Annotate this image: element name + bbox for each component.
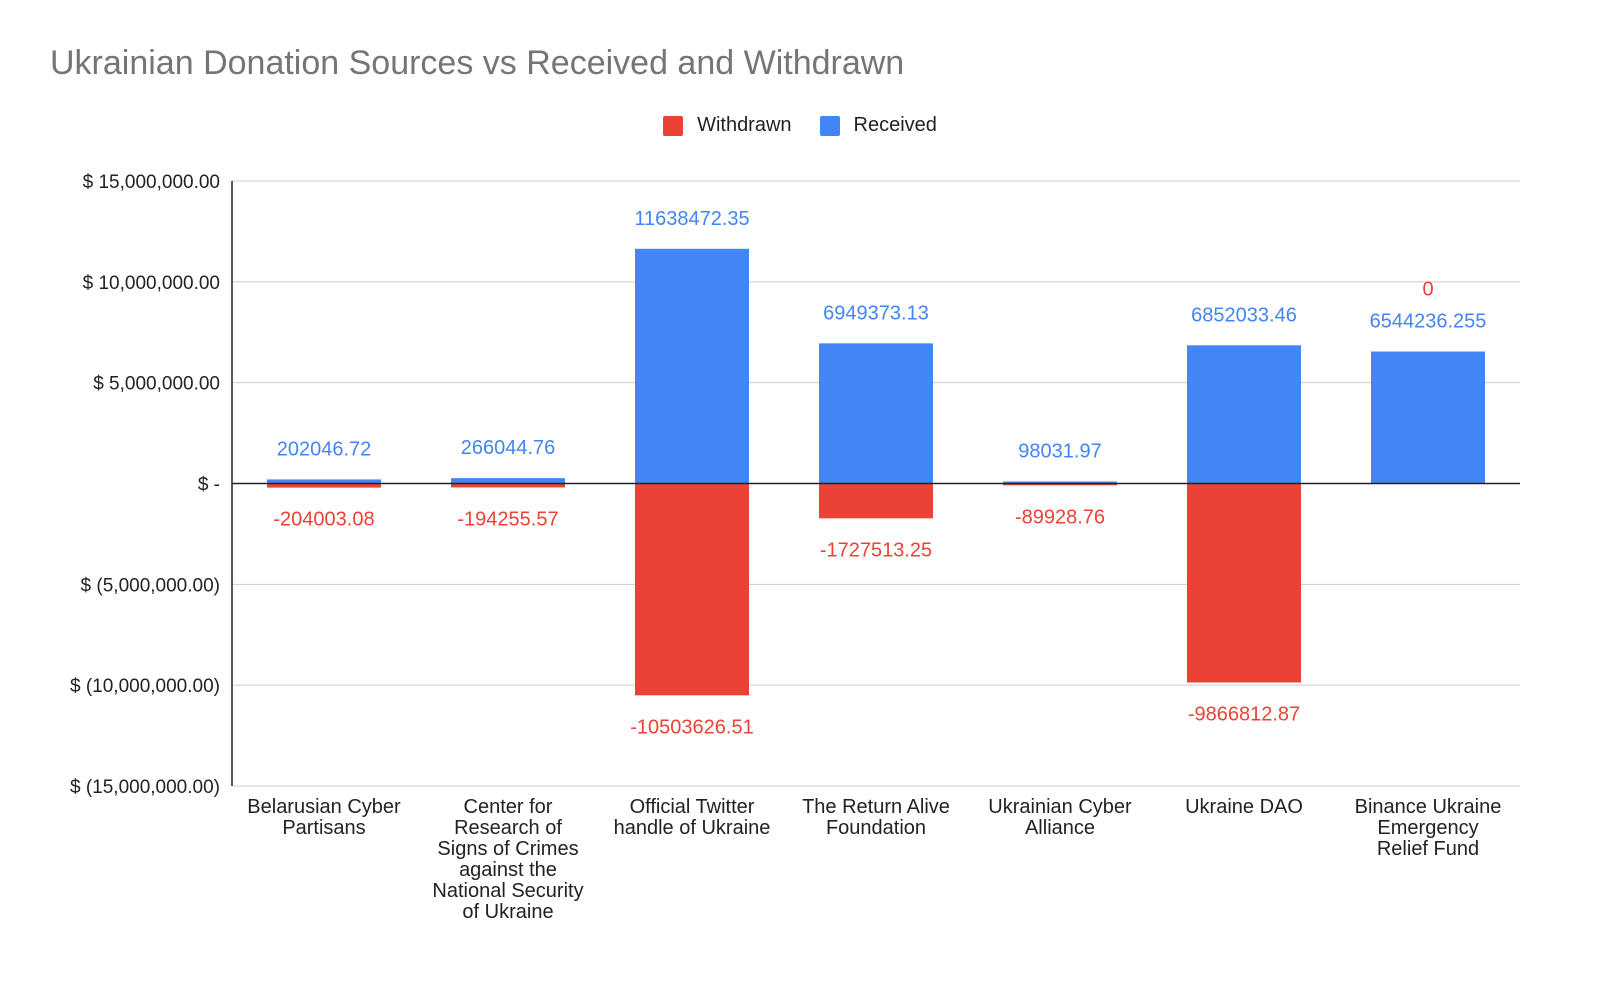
bar-withdrawn: [1187, 483, 1301, 683]
x-category-label-line: Belarusian Cyber: [247, 796, 401, 818]
x-category-label-line: Relief Fund: [1377, 838, 1479, 860]
legend-swatch-withdrawn: [663, 115, 684, 136]
x-category-label-line: Official Twitter: [630, 796, 755, 818]
legend-label-received: Received: [853, 114, 937, 136]
bar-received: [1003, 481, 1117, 484]
x-category-label-line: National Security: [432, 880, 583, 902]
x-category-label: Ukraine DAO: [1185, 796, 1303, 818]
x-category-label-line: of Ukraine: [462, 901, 553, 923]
x-category-label: Binance Ukraine Emergency Relief Fund: [1355, 796, 1502, 860]
y-tick-label: $ 15,000,000.00: [83, 172, 220, 193]
data-label-withdrawn: -9866812.87: [1188, 703, 1300, 725]
x-category-label-line: Emergency: [1377, 817, 1478, 839]
bar-received: [819, 343, 933, 484]
data-label-withdrawn: 0: [1422, 279, 1433, 301]
data-label-withdrawn: -89928.76: [1015, 506, 1105, 528]
x-category-label-line: Signs of Crimes: [437, 838, 578, 860]
x-category-label-line: against the: [459, 859, 557, 881]
x-category-label: Ukrainian Cyber Alliance: [988, 796, 1132, 839]
y-tick-label: $ 5,000,000.00: [93, 374, 220, 395]
x-category-label-line: Ukrainian Cyber: [988, 796, 1132, 818]
data-label-received: 6852033.46: [1191, 304, 1297, 326]
data-label-withdrawn: -10503626.51: [630, 716, 753, 738]
x-category-label-line: Research of: [454, 817, 562, 839]
y-tick-label: $ (10,000,000.00): [70, 676, 220, 697]
y-tick-label: $ (15,000,000.00): [70, 777, 220, 798]
y-tick-label: $ (5,000,000.00): [81, 575, 220, 596]
x-category-label-line: Binance Ukraine: [1355, 796, 1502, 818]
data-label-received: 11638472.35: [634, 208, 749, 230]
x-category-label: The Return Alive Foundation: [802, 796, 950, 839]
legend-swatch-received: [819, 115, 840, 136]
bar-withdrawn: [635, 483, 749, 696]
bar-withdrawn: [819, 483, 933, 519]
data-label-received: 6544236.255: [1370, 311, 1487, 333]
chart-title: Ukrainian Donation Sources vs Received a…: [50, 44, 905, 82]
data-label-withdrawn: -194255.57: [457, 508, 558, 530]
data-label-received: 6949373.13: [823, 302, 929, 324]
x-category-label-line: Ukraine DAO: [1185, 796, 1303, 818]
x-category-label-line: Foundation: [826, 817, 926, 839]
y-tick-label: $ 10,000,000.00: [83, 273, 220, 294]
data-label-received: 202046.72: [277, 438, 372, 460]
x-category-label-line: handle of Ukraine: [614, 817, 771, 839]
data-label-withdrawn: -204003.08: [273, 509, 374, 531]
bar-received: [1371, 351, 1485, 484]
x-category-label: Official Twitter handle of Ukraine: [614, 796, 771, 839]
x-category-label-line: Partisans: [282, 817, 365, 839]
legend-label-withdrawn: Withdrawn: [697, 114, 792, 136]
bar-received: [451, 478, 565, 484]
data-label-withdrawn: -1727513.25: [820, 539, 932, 561]
bar-received: [267, 479, 381, 484]
x-category-label-line: Alliance: [1025, 817, 1095, 839]
x-category-label-line: Center for: [464, 796, 553, 818]
legend-item-withdrawn[interactable]: Withdrawn: [663, 114, 792, 137]
data-label-received: 98031.97: [1018, 441, 1101, 463]
bar-withdrawn: [1003, 483, 1117, 486]
bar-withdrawn: [267, 483, 381, 488]
bar-withdrawn: [451, 483, 565, 488]
legend: Withdrawn Received: [0, 114, 1600, 137]
x-category-label-line: The Return Alive: [802, 796, 950, 818]
x-category-label: Center for Research of Signs of Crimes agai…: [432, 796, 583, 923]
legend-item-received[interactable]: Received: [819, 114, 937, 137]
data-label-received: 266044.76: [461, 437, 556, 459]
y-tick-label: $ -: [198, 475, 220, 496]
x-category-label: Belarusian Cyber Partisans: [247, 796, 401, 839]
bar-received: [635, 248, 749, 484]
bar-received: [1187, 345, 1301, 484]
